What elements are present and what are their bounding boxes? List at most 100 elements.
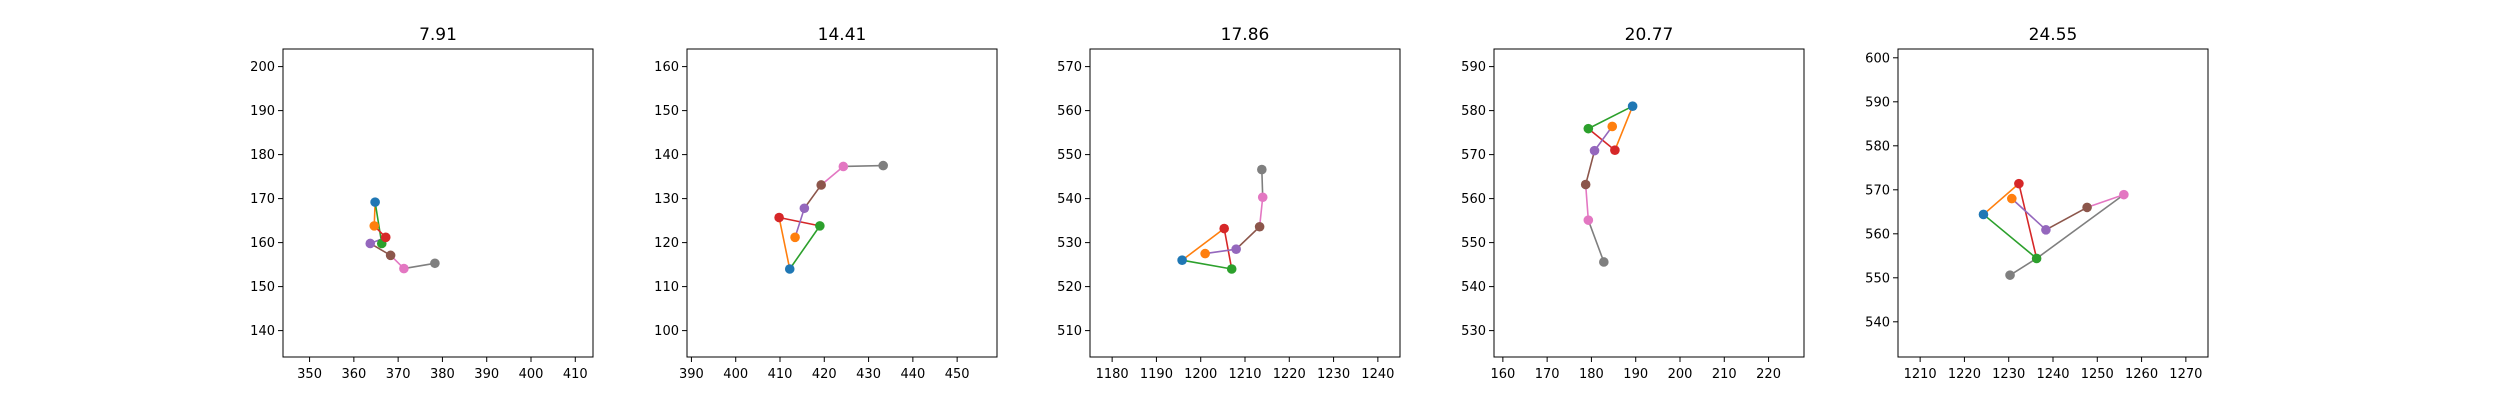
segment-line-gray: [2009, 257, 2038, 276]
x-tick-label: 180: [1579, 367, 1604, 382]
y-tick-label: 550: [1057, 148, 1082, 163]
data-point-green: [2031, 253, 2042, 264]
data-point-red: [774, 212, 784, 223]
x-tick-label: 430: [856, 367, 881, 382]
x-tick-label: 210: [1712, 367, 1737, 382]
data-point-green: [1226, 264, 1237, 274]
data-point-pink: [1257, 192, 1268, 203]
data-point-red: [1219, 223, 1229, 234]
y-tick-label: 590: [1865, 95, 1890, 110]
data-point-orange: [369, 221, 380, 231]
y-tick-label: 150: [250, 280, 275, 295]
data-point-orange: [1200, 248, 1210, 259]
y-tick-label: 560: [1865, 227, 1890, 242]
y-tick-label: 110: [654, 280, 679, 295]
y-tick-label: 180: [250, 148, 275, 163]
x-tick-label: 390: [679, 367, 704, 382]
y-tick-label: 510: [1057, 324, 1082, 339]
y-tick-label: 100: [654, 324, 679, 339]
x-tick-label: 1230: [1992, 367, 2025, 382]
panel-1: 7.91 350 360 370 380 390 400 410 140 150 160 170 180…: [250, 25, 594, 382]
x-tick-label: 450: [945, 367, 970, 382]
segment-line-purple: [1204, 248, 1237, 255]
x-tick-label: 190: [1623, 367, 1648, 382]
data-point-pink: [399, 263, 409, 274]
y-tick-label: 540: [1865, 315, 1890, 330]
data-point-orange: [1607, 121, 1618, 132]
data-point-red: [380, 232, 391, 243]
segment-line-green: [374, 201, 383, 245]
segment-line-orange: [1982, 182, 2020, 216]
x-tick-label: 1190: [1140, 367, 1173, 382]
x-tick-label: 1260: [2125, 367, 2158, 382]
x-tick-label: 420: [812, 367, 837, 382]
x-tick-label: 400: [723, 367, 748, 382]
x-tick-label: 1240: [1361, 367, 1394, 382]
x-tick-label: 410: [563, 367, 588, 382]
data-point-blue: [1978, 209, 1989, 220]
segment-line-gray: [842, 164, 884, 168]
y-tick-label: 560: [1461, 192, 1486, 207]
segment-line-brown: [1235, 225, 1261, 250]
segment-line-pink: [1258, 196, 1264, 228]
x-tick-label: 1180: [1096, 367, 1129, 382]
x-tick-label: 1240: [2036, 367, 2069, 382]
segment-line-red: [1223, 227, 1233, 270]
y-tick-label: 570: [1461, 148, 1486, 163]
segment-line-purple: [2011, 197, 2047, 231]
data-point-brown: [1580, 179, 1591, 190]
y-tick-label: 580: [1461, 104, 1486, 119]
y-tick-label: 550: [1461, 236, 1486, 251]
plot-area-frame: [282, 48, 594, 358]
data-point-purple: [2041, 225, 2051, 235]
x-tick-label: 390: [474, 367, 499, 382]
segment-line-purple: [1593, 125, 1614, 152]
y-tick-label: 190: [250, 104, 275, 119]
x-tick-label: 1230: [1317, 367, 1350, 382]
x-tick-label: 1250: [2081, 367, 2114, 382]
segment-line-pink: [820, 165, 845, 186]
segment-line-pink: [2086, 193, 2125, 209]
y-tick-label: 580: [1865, 139, 1890, 154]
data-point-blue: [1627, 101, 1638, 111]
data-point-gray: [2005, 270, 2015, 280]
plot-area-frame: [1493, 48, 1805, 358]
data-point-brown: [1254, 221, 1265, 232]
panel-5: 24.55 1210 1220 1230 1240 1250 1260 1270 540 550 5…: [1865, 25, 2209, 382]
data-point-purple: [1231, 244, 1241, 254]
data-point-gray: [1599, 257, 1609, 267]
segment-line-green: [1181, 259, 1233, 270]
x-tick-label: 1220: [1273, 367, 1306, 382]
segment-line-green: [1587, 105, 1634, 130]
data-point-pink: [1583, 215, 1594, 225]
y-tick-label: 540: [1057, 192, 1082, 207]
x-tick-label: 360: [341, 367, 366, 382]
x-tick-label: 440: [900, 367, 925, 382]
data-point-green: [1583, 123, 1594, 134]
y-tick-label: 540: [1461, 280, 1486, 295]
x-tick-label: 1200: [1184, 367, 1217, 382]
data-point-brown: [385, 250, 396, 261]
segment-line-gray: [403, 262, 436, 270]
segment-line-red: [1587, 127, 1616, 151]
data-point-brown: [2082, 202, 2092, 213]
x-tick-label: 1220: [1948, 367, 1981, 382]
panel-title: 24.55: [2029, 25, 2078, 45]
data-point-orange: [790, 232, 800, 243]
data-point-pink: [838, 161, 849, 172]
y-tick-label: 160: [250, 236, 275, 251]
y-tick-label: 560: [1057, 104, 1082, 119]
data-point-blue: [784, 264, 795, 274]
data-point-red: [2014, 178, 2024, 189]
x-tick-label: 400: [519, 367, 544, 382]
segment-line-brown: [2045, 206, 2088, 231]
panel-title: 14.41: [818, 25, 867, 45]
y-tick-label: 140: [654, 148, 679, 163]
plot-area-frame: [1089, 48, 1401, 358]
x-tick-label: 1210: [1904, 367, 1937, 382]
panel-title: 20.77: [1625, 25, 1674, 45]
plot-area-frame: [686, 48, 998, 358]
x-tick-label: 160: [1490, 367, 1515, 382]
data-point-red: [1610, 145, 1620, 155]
